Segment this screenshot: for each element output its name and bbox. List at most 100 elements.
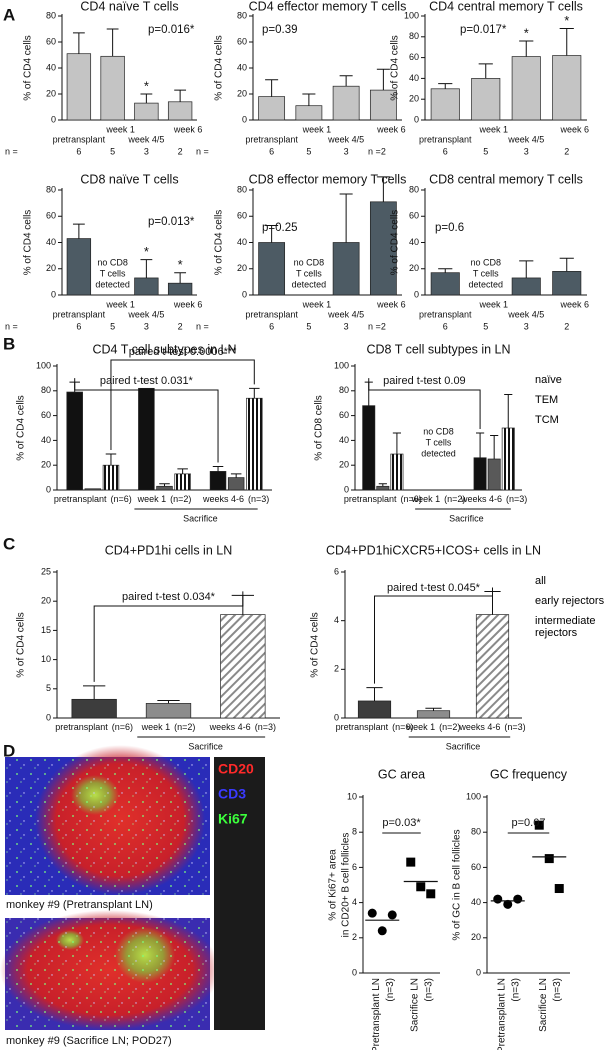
bar	[102, 464, 120, 491]
y-tick-label: 4	[352, 897, 357, 907]
chart-title: CD4 T cell subtypes in LN	[92, 342, 236, 356]
error-bar	[438, 268, 453, 273]
y-tick-label: 80	[409, 184, 419, 194]
data-point	[503, 899, 513, 909]
annotation: p=0.07	[512, 817, 546, 829]
y-tick-label: 100	[36, 360, 51, 370]
category-note: (n=3)	[255, 722, 276, 732]
annotation: p=0.016*	[148, 24, 195, 36]
y-axis-label: % of CD4 cells	[16, 395, 27, 461]
n-value: 2	[381, 146, 386, 156]
error-bar	[376, 68, 390, 91]
legend-item: all	[535, 575, 613, 587]
legend-label: naïve	[535, 374, 562, 386]
category-note: (n=6)	[110, 494, 131, 504]
error-bar	[339, 193, 353, 243]
panel-label: C	[3, 534, 15, 553]
data-point	[377, 926, 387, 936]
n-value: 5	[306, 321, 311, 331]
bar	[357, 700, 392, 719]
error-bar	[174, 272, 187, 284]
y-tick-label: 60	[237, 36, 247, 46]
x-tick-label: weeks 4-6 (n=3)	[460, 494, 527, 504]
significance-bracket	[368, 378, 481, 429]
annotation: paired t-test 0.045*	[387, 582, 481, 594]
bar	[66, 53, 92, 121]
n-value: 6	[269, 321, 274, 331]
x-tick-label: pretransplant	[53, 134, 106, 144]
error-bar	[378, 483, 387, 487]
category-note: (n=2)	[439, 722, 460, 732]
y-axis-label: % of Ki67+ area	[328, 849, 339, 921]
y-tick-label: 60	[46, 36, 56, 46]
y-tick-label: 80	[471, 827, 481, 837]
bar	[66, 238, 92, 296]
y-tick-label: 0	[51, 114, 56, 124]
annotation: p=0.39	[262, 24, 298, 36]
y-tick-label: 40	[46, 62, 56, 72]
bar	[471, 78, 501, 121]
y-tick-label: 0	[242, 114, 247, 124]
data-point	[367, 908, 377, 918]
n-value: 6	[443, 321, 448, 331]
image-caption: monkey #9 (Pretransplant LN)	[6, 899, 153, 911]
error-bar	[230, 473, 242, 478]
significance-bracket	[374, 587, 493, 684]
x-tick-label: week 4/5	[507, 134, 544, 144]
note: no CD8	[97, 257, 128, 267]
y-tick-label: 6	[352, 862, 357, 872]
note: no CD8	[423, 426, 454, 436]
x-tick-label: week 6	[376, 299, 406, 309]
n-value: 3	[524, 146, 529, 156]
category-name: pretransplant	[55, 722, 108, 732]
error-bar	[490, 434, 499, 459]
annotation: p=0.6	[435, 222, 464, 234]
bar	[167, 282, 193, 296]
error-bar	[140, 259, 153, 278]
micrograph-pretransplant	[5, 745, 210, 895]
note: detected	[292, 279, 327, 289]
group-label: Sacrifice	[449, 513, 484, 523]
y-tick-label: 100	[334, 360, 349, 370]
note: T cells	[426, 437, 452, 447]
bar	[100, 55, 125, 121]
error-bar	[72, 32, 85, 54]
error-bar	[249, 387, 260, 399]
x-tick-label: weeks 4-6 (n=3)	[209, 722, 276, 732]
y-tick-label: 10	[41, 654, 51, 664]
legend-label: early rejectors	[535, 595, 605, 607]
y-axis-label: % of CD4 cells	[214, 35, 225, 101]
n-value: 6	[76, 321, 81, 331]
x-tick-label: weeks 4-6 (n=3)	[458, 722, 525, 732]
y-tick-label: 60	[46, 211, 56, 221]
n-value: 3	[144, 146, 149, 156]
y-tick-label: 80	[46, 184, 56, 194]
y-tick-label: 60	[41, 410, 51, 420]
chart-title: CD8 central memory T cells	[429, 172, 583, 186]
y-tick-label: 0	[46, 484, 51, 494]
x-tick-label: week 1 (n=2)	[411, 494, 466, 504]
note: detected	[468, 279, 503, 289]
y-tick-label: 0	[414, 114, 419, 124]
n-value: 3	[524, 321, 529, 331]
category-note: (n=6)	[400, 494, 421, 504]
significance-marker: *	[564, 13, 569, 28]
significance-bracket	[110, 359, 255, 451]
note: no CD8	[294, 257, 325, 267]
bar	[369, 89, 397, 121]
note: detected	[95, 279, 130, 289]
y-axis-label: % of CD4 cells	[23, 35, 34, 101]
error-bar	[519, 260, 534, 278]
note: no CD8	[470, 257, 501, 267]
y-axis-label: in CD20+ B cell follicles	[341, 833, 352, 938]
group-label: Sacrifice	[183, 513, 218, 523]
bar	[332, 242, 360, 296]
chart-title: CD4+PD1hi cells in LN	[105, 543, 232, 557]
category-note: (n=2)	[174, 722, 195, 732]
error-bar	[438, 83, 453, 89]
annotation: p=0.03*	[382, 817, 421, 829]
bar	[416, 710, 451, 719]
legend-item: TCM	[535, 414, 613, 426]
y-tick-label: 80	[41, 385, 51, 395]
